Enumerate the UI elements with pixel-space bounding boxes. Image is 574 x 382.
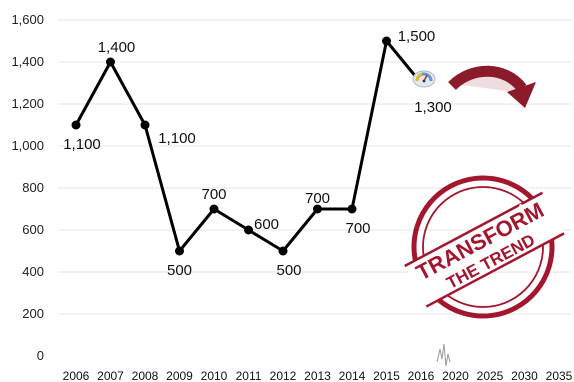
x-tick-label: 2006 — [63, 369, 90, 382]
y-tick-label: 0 — [37, 348, 44, 363]
series-line — [74, 40, 388, 253]
data-label: 1,100 — [158, 130, 196, 147]
data-label: 1,500 — [398, 28, 436, 45]
data-label: 700 — [201, 186, 226, 203]
data-point — [244, 225, 253, 235]
data-point — [175, 246, 184, 256]
y-tick-label: 400 — [22, 264, 44, 279]
x-tick-label: 2025 — [477, 369, 504, 382]
gauge-icon — [412, 70, 436, 88]
axis-break-icon — [436, 343, 451, 367]
x-axis-ticks: 2006 2007 2008 2009 2010 2011 2012 2013 2014 2015… — [63, 369, 573, 382]
data-point — [106, 57, 115, 67]
data-label: 700 — [305, 190, 330, 207]
x-tick-label: 2009 — [166, 369, 193, 382]
gridlines — [58, 19, 572, 315]
data-point — [347, 204, 357, 214]
data-point — [382, 36, 391, 46]
data-label: 500 — [167, 262, 192, 279]
x-tick-label: 2007 — [97, 369, 124, 382]
x-tick-label: 2014 — [339, 369, 366, 382]
x-tick-label: 2012 — [270, 369, 297, 382]
series-line-group — [71, 36, 423, 256]
data-point — [209, 204, 219, 214]
x-tick-label: 2011 — [236, 369, 262, 382]
data-labels: 1,100 1,400 1,100 500 700 600 500 700 700 1,500 1,… — [63, 28, 452, 279]
data-label: 500 — [276, 262, 301, 279]
x-tick-label: 2020 — [442, 369, 469, 382]
x-tick-label: 2010 — [201, 369, 228, 382]
data-label: 700 — [345, 220, 370, 237]
y-axis-ticks: 0 200 400 600 800 1,000 1,200 1,400 1,600 — [11, 12, 44, 363]
x-tick-label: 2013 — [304, 369, 331, 382]
y-tick-label: 1,000 — [11, 138, 44, 153]
y-tick-label: 1,400 — [11, 54, 44, 69]
data-label: 600 — [254, 216, 279, 233]
x-tick-label: 2016 — [408, 369, 435, 382]
data-label: 1,100 — [63, 136, 101, 153]
data-point — [313, 204, 322, 214]
x-tick-label: 2015 — [373, 369, 400, 382]
data-point — [71, 120, 81, 130]
y-tick-label: 800 — [22, 180, 44, 195]
x-tick-label: 2008 — [132, 369, 159, 382]
data-point — [140, 120, 150, 130]
y-tick-label: 600 — [22, 222, 44, 237]
data-label: 1,300 — [414, 99, 452, 116]
data-label: 1,400 — [98, 39, 136, 56]
x-tick-label: 2035 — [546, 369, 573, 382]
y-tick-label: 200 — [22, 306, 44, 321]
transform-the-trend-stamp: TRANSFORM THE TREND — [404, 175, 565, 319]
y-tick-label: 1,200 — [11, 96, 44, 111]
y-tick-label: 1,600 — [11, 12, 44, 27]
x-tick-label: 2030 — [511, 369, 538, 382]
data-point — [278, 246, 288, 256]
curved-down-arrow-icon — [448, 65, 536, 108]
